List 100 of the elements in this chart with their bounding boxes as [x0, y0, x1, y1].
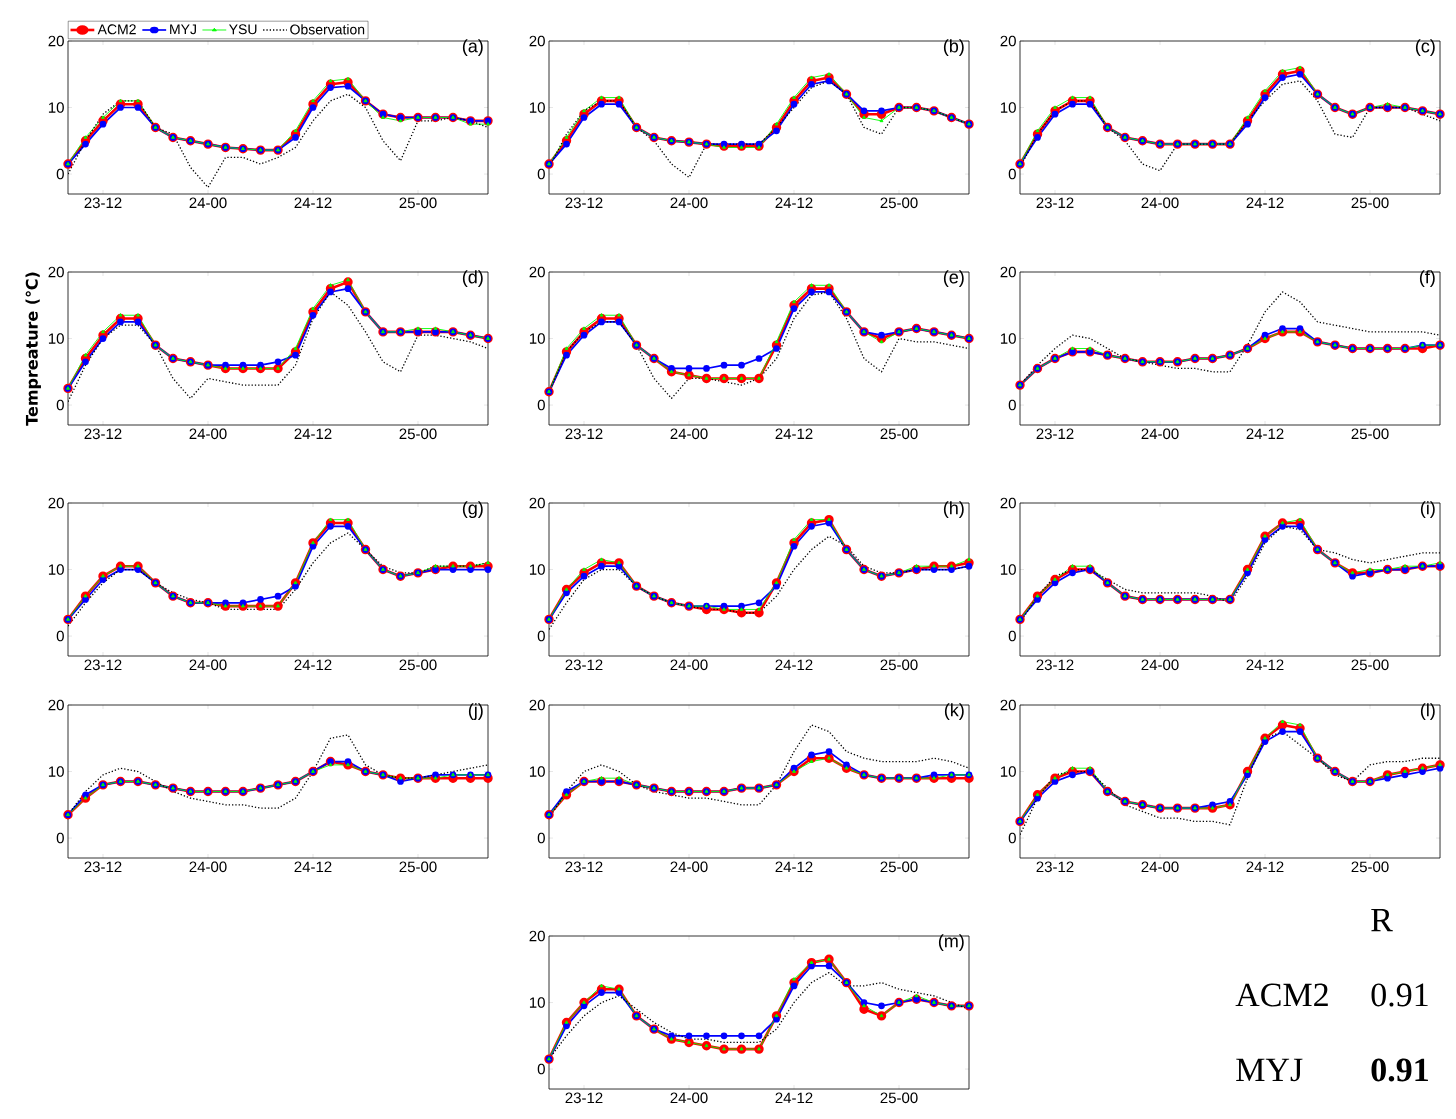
y-tick-label: 20: [1000, 35, 1016, 47]
x-tick-label: 25-00: [880, 659, 918, 671]
x-tick-label: 24-12: [1246, 861, 1284, 873]
x-tick-label: 23-12: [1036, 659, 1074, 671]
x-tick-label: 24-12: [1246, 659, 1284, 670]
chart-title: (k): [944, 703, 964, 721]
legend-label: Observation: [290, 24, 365, 35]
y-tick-label: 10: [1000, 333, 1016, 344]
legend-label: MYJ: [170, 24, 196, 35]
x-tick-label: 25-00: [1351, 197, 1389, 209]
x-tick-label: 23-12: [565, 861, 603, 873]
text: MYJ: [1236, 1058, 1303, 1082]
x-tick-label: 24-12: [1246, 197, 1284, 208]
x-tick-label: 23-12: [1036, 861, 1074, 873]
y-tick-label: 20: [1000, 699, 1016, 711]
y-tick-label: 0: [56, 630, 64, 642]
text: ACM2: [1235, 983, 1328, 1007]
x-tick-label: 24-12: [294, 197, 332, 208]
y-tick-label: 0: [537, 832, 545, 844]
y-tick-label: 0: [1008, 168, 1016, 180]
y-tick-label: 0: [537, 168, 545, 180]
y-tick-label: 20: [48, 35, 64, 47]
y-tick-label: 10: [48, 333, 64, 344]
text: 0.91: [1371, 983, 1428, 1007]
text: 0.91: [1371, 1058, 1428, 1082]
chart-title: (c): [1415, 39, 1435, 56]
chart-title: (l): [1420, 703, 1435, 721]
x-tick-label: 24-00: [670, 1092, 708, 1104]
y-tick-label: 20: [48, 266, 64, 278]
x-tick-label: 24-00: [189, 197, 227, 209]
y-tick-label: 10: [1000, 102, 1016, 113]
x-tick-label: 24-12: [775, 197, 813, 208]
y-tick-label: 20: [529, 497, 545, 509]
y-tick-label: 0: [537, 630, 545, 642]
y-tick-label: 10: [529, 564, 545, 575]
chart-title: (d): [462, 270, 483, 287]
y-tick-label: 10: [529, 102, 545, 113]
x-tick-label: 23-12: [565, 197, 603, 209]
x-tick-label: 24-12: [775, 861, 813, 873]
x-tick-label: 24-12: [775, 428, 813, 439]
y-tick-label: 0: [56, 168, 64, 180]
y-tick-label: 10: [529, 766, 545, 777]
x-tick-label: 25-00: [399, 428, 437, 440]
chart-title: (j): [468, 703, 483, 721]
y-tick-label: 10: [529, 333, 545, 344]
chart-title: (m): [938, 934, 964, 952]
x-tick-label: 24-00: [670, 428, 708, 440]
x-tick-label: 24-00: [1141, 197, 1179, 209]
x-tick-label: 23-12: [565, 659, 603, 671]
y-tick-label: 20: [48, 497, 64, 509]
y-tick-label: 10: [48, 766, 64, 777]
x-tick-label: 25-00: [399, 659, 437, 671]
x-tick-label: 25-00: [399, 197, 437, 209]
x-tick-label: 24-00: [1141, 861, 1179, 873]
text: R: [1371, 908, 1393, 932]
x-tick-label: 24-00: [189, 659, 227, 671]
x-tick-label: 25-00: [1351, 659, 1389, 671]
x-tick-label: 24-12: [294, 428, 332, 439]
x-tick-label: 24-12: [775, 1092, 813, 1104]
x-tick-label: 25-00: [880, 861, 918, 873]
x-tick-label: 25-00: [1351, 428, 1389, 440]
chart-title: (a): [462, 39, 483, 56]
x-tick-label: 24-00: [1141, 659, 1179, 671]
legend-label: ACM2: [97, 24, 136, 35]
y-tick-label: 0: [537, 399, 545, 411]
chart-title: (f): [1419, 270, 1435, 287]
chart-title: (g): [462, 501, 483, 519]
chart-title: (e): [943, 270, 964, 287]
y-tick-label: 0: [1008, 399, 1016, 411]
x-tick-label: 25-00: [1351, 861, 1389, 873]
x-tick-label: 23-12: [565, 1092, 603, 1104]
x-tick-label: 24-00: [670, 861, 708, 873]
y-tick-label: 20: [1000, 266, 1016, 278]
x-tick-label: 24-12: [1246, 428, 1284, 439]
y-tick-label: 10: [1000, 766, 1016, 777]
x-tick-label: 24-12: [294, 659, 332, 670]
y-tick-label: 10: [1000, 564, 1016, 575]
y-tick-label: 0: [537, 1063, 545, 1075]
x-tick-label: 24-00: [189, 428, 227, 440]
y-tick-label: 0: [1008, 630, 1016, 642]
y-tick-label: 0: [56, 399, 64, 411]
y-tick-label: 20: [529, 35, 545, 47]
x-tick-label: 25-00: [399, 861, 437, 873]
y-tick-label: 20: [529, 266, 545, 278]
x-tick-label: 23-12: [1036, 197, 1074, 209]
y-tick-label: 20: [48, 699, 64, 711]
chart-title: (i): [1420, 501, 1435, 519]
x-tick-label: 23-12: [84, 197, 122, 209]
x-tick-label: 23-12: [84, 659, 122, 671]
x-tick-label: 25-00: [880, 197, 918, 209]
x-tick-label: 24-12: [775, 659, 813, 670]
x-tick-label: 24-12: [294, 861, 332, 873]
x-tick-label: 25-00: [880, 428, 918, 440]
chart-title: (b): [943, 39, 964, 56]
x-tick-label: 23-12: [1036, 428, 1074, 440]
y-tick-label: 0: [56, 832, 64, 844]
legend-label: YSU: [229, 24, 257, 35]
x-tick-label: 25-00: [880, 1092, 918, 1104]
y-tick-label: 20: [529, 930, 545, 942]
x-tick-label: 23-12: [565, 428, 603, 440]
